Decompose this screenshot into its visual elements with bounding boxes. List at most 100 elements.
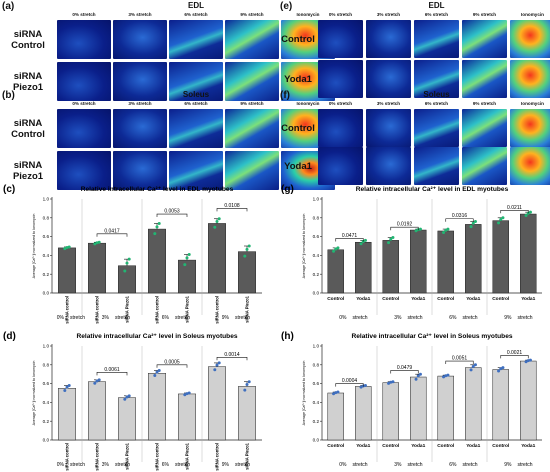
imaging-title-b: Soleus xyxy=(182,90,210,99)
group-label-stretch: stretch xyxy=(235,315,250,321)
data-point xyxy=(469,225,473,229)
significance-bracket xyxy=(500,209,529,214)
significance-bracket xyxy=(445,218,474,222)
p-value-label: 0.0005 xyxy=(164,359,180,365)
group-label-stretch: stretch xyxy=(353,315,368,321)
group-label: 0% xyxy=(339,462,347,468)
panel-letter-c: (c) xyxy=(3,184,15,195)
x-tick-label: Yoda1 xyxy=(521,296,535,302)
panel-letter-h: (h) xyxy=(281,331,294,342)
data-point xyxy=(336,246,340,250)
data-point xyxy=(469,368,473,372)
data-point xyxy=(418,227,422,231)
y-axis-label: Average [Ca²⁺]i normalized to Ionomycin xyxy=(302,214,306,279)
x-tick-label: Control xyxy=(382,296,399,302)
group-label-stretch: stretch xyxy=(463,462,478,468)
x-tick-label: Control xyxy=(327,296,344,302)
micrograph-tile xyxy=(318,60,363,98)
micrograph-tile xyxy=(414,60,459,98)
y-tick-label: 0.8 xyxy=(43,215,50,220)
bar xyxy=(238,251,256,294)
data-point xyxy=(155,370,159,374)
micrograph-tile xyxy=(318,109,363,147)
group-label: 9% xyxy=(222,462,230,468)
x-tick-label: siRNA control xyxy=(95,443,100,471)
row-label: Yoda1 xyxy=(278,161,318,172)
chart-title: Relative intracellular Ca²⁺ level in EDL… xyxy=(356,186,509,193)
data-point xyxy=(247,244,251,248)
micrograph-tile xyxy=(169,151,223,190)
group-label-stretch: stretch xyxy=(70,315,85,321)
data-point xyxy=(217,217,221,221)
data-point xyxy=(473,363,477,367)
y-tick-label: 0.0 xyxy=(43,438,50,443)
group-label-stretch: stretch xyxy=(463,315,478,321)
data-point xyxy=(524,214,528,218)
y-tick-label: 0.6 xyxy=(43,234,50,239)
group-label-stretch: stretch xyxy=(115,315,130,321)
row-label: siRNA Control xyxy=(0,118,56,140)
x-tick-label: Yoda1 xyxy=(521,443,535,449)
bar xyxy=(382,240,399,294)
y-tick-label: 0.2 xyxy=(43,272,50,277)
row-label: siRNA Control xyxy=(0,29,56,51)
bar xyxy=(178,259,196,294)
y-tick-label: 0.2 xyxy=(43,419,50,424)
p-value-label: 0.0471 xyxy=(342,233,358,239)
imaging-title-e: EDL xyxy=(428,1,445,10)
data-point xyxy=(97,378,101,382)
data-point xyxy=(127,394,131,398)
column-label: 9% stretch xyxy=(472,101,497,106)
y-tick-label: 1.0 xyxy=(43,344,50,349)
bar xyxy=(148,228,166,294)
y-tick-label: 1.0 xyxy=(43,197,50,202)
bar xyxy=(492,220,509,294)
bar xyxy=(410,376,427,441)
micrograph-tile xyxy=(414,109,459,147)
bar xyxy=(355,241,372,294)
bar xyxy=(520,360,537,441)
data-point xyxy=(65,385,69,389)
group-label: 6% xyxy=(162,462,170,468)
x-tick-label: Yoda1 xyxy=(356,296,370,302)
bar xyxy=(327,249,344,294)
group-label: 6% xyxy=(162,315,170,321)
x-tick-label: Yoda1 xyxy=(356,443,370,449)
p-value-label: 0.0479 xyxy=(397,365,413,371)
row-label-line: Control xyxy=(11,39,45,51)
p-value-label: 0.0051 xyxy=(452,356,468,362)
data-point xyxy=(243,254,247,258)
group-label-stretch: stretch xyxy=(518,462,533,468)
data-point xyxy=(247,380,251,384)
row-label: Control xyxy=(278,34,318,45)
data-point xyxy=(157,221,161,225)
panel-letter-b: (b) xyxy=(2,90,15,101)
data-point xyxy=(127,257,131,261)
panel-letter-e: (e) xyxy=(280,1,293,12)
data-point xyxy=(446,227,450,231)
y-tick-label: 0.6 xyxy=(313,234,320,239)
column-label: 6% stretch xyxy=(424,101,449,106)
bar xyxy=(465,224,482,294)
data-point xyxy=(215,220,219,224)
imaging-title-f: Soleus xyxy=(423,90,450,99)
x-tick-label: siRNA Piezo1 xyxy=(125,442,130,470)
data-point xyxy=(471,364,475,368)
bar-chart-h: (h) Relative intracellular Ca²⁺ level in … xyxy=(281,331,542,468)
x-tick-label: Control xyxy=(492,443,509,449)
group-label-stretch: stretch xyxy=(235,462,250,468)
x-tick-label: siRNA control xyxy=(65,443,70,471)
data-point xyxy=(125,261,129,265)
y-tick-label: 0.0 xyxy=(313,438,320,443)
y-tick-label: 0.8 xyxy=(43,362,50,367)
micrograph-tile xyxy=(462,60,507,98)
group-label: 3% xyxy=(394,462,402,468)
bar xyxy=(208,366,226,441)
chart-title: Relative intracellular Ca²⁺ level in Sol… xyxy=(76,333,237,340)
data-point xyxy=(67,383,71,387)
data-point xyxy=(497,221,501,225)
column-label: 6% stretch xyxy=(184,101,208,106)
group-label: 3% xyxy=(394,315,402,321)
p-value-label: 0.0061 xyxy=(104,367,120,373)
row-label: Yoda1 xyxy=(278,74,318,85)
